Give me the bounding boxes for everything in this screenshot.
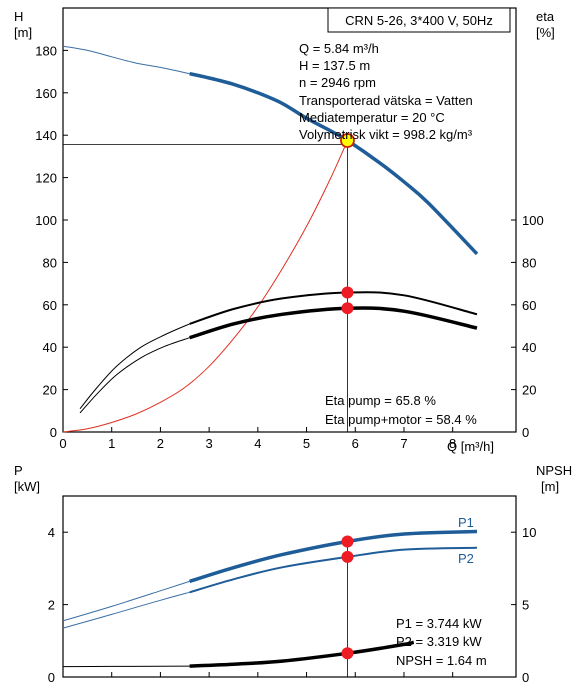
upper-x-tick-label: 2 <box>157 436 164 451</box>
upper-x-tick-label: 3 <box>206 436 213 451</box>
lower-y-right-label-line2: [m] <box>541 479 559 494</box>
eta-pump-motor-curve <box>189 306 478 340</box>
eta-pump-marker <box>341 286 354 299</box>
lower-y-left-tick-label: 4 <box>48 525 55 540</box>
p2-readout: P2 = 3.319 kW <box>396 634 482 649</box>
upper-y-left-tick-label: 160 <box>35 86 57 101</box>
lower-y-right-label-line1: NPSH <box>536 463 572 478</box>
p2-marker <box>341 550 354 563</box>
upper-x-label: Q [m³/h] <box>447 439 494 454</box>
p1-curve <box>189 529 478 584</box>
upper-y-right-tick-label: 0 <box>522 425 529 440</box>
p1-series-label: P1 <box>458 515 474 530</box>
upper-y-right-ticks: 0 20 40 60 80 100 <box>511 213 544 440</box>
title-box <box>327 7 511 33</box>
eta-pump-motor-curve-extrapolated <box>79 337 190 414</box>
eta-pump-motor-readout: Eta pump+motor = 58.4 % <box>325 412 477 427</box>
upper-y-left-tick-label: 80 <box>43 255 57 270</box>
upper-y-right-label-line1: eta <box>536 9 555 24</box>
lower-y-left-ticks: 0 2 4 <box>48 525 68 685</box>
head-curve-extrapolated <box>62 45 190 75</box>
info-liquid: Transporterad vätska = Vatten <box>299 93 473 108</box>
upper-y-left-tick-label: 20 <box>43 383 57 398</box>
eta-pump-curve-extrapolated <box>79 323 190 410</box>
lower-x-ticks <box>62 672 454 677</box>
system-curve <box>62 140 348 433</box>
lower-y-left-tick-label: 0 <box>48 670 55 685</box>
npsh-curve-extrapolated <box>62 665 190 668</box>
upper-x-tick-label: 0 <box>59 436 66 451</box>
p2-series-label: P2 <box>458 551 474 566</box>
info-flow: Q = 5.84 m³/h <box>299 41 379 56</box>
upper-y-left-tick-label: 40 <box>43 340 57 355</box>
p1-readout: P1 = 3.744 kW <box>396 616 482 631</box>
chart-title: CRN 5-26, 3*400 V, 50Hz <box>345 13 493 28</box>
upper-y-left-tick-label: 100 <box>35 213 57 228</box>
info-head: H = 137.5 m <box>299 58 370 73</box>
lower-y-right-ticks: 0 5 10 <box>511 525 536 685</box>
lower-y-left-tick-label: 2 <box>48 598 55 613</box>
npsh-marker <box>341 647 354 660</box>
p2-curve <box>189 546 478 594</box>
lower-y-left-label-line1: P <box>14 463 23 478</box>
upper-y-left-tick-label: 120 <box>35 171 57 186</box>
upper-y-left-tick-label: 140 <box>35 128 57 143</box>
upper-y-left-ticks: 0 20 40 60 80 100 120 140 160 180 <box>35 43 68 440</box>
lower-plot-frame <box>62 495 517 678</box>
upper-x-tick-label: 4 <box>254 436 261 451</box>
p1-marker <box>341 535 354 548</box>
p1-curve-extrapolated <box>62 580 190 622</box>
eta-pump-curve <box>189 291 478 325</box>
operating-point-marker <box>340 133 355 148</box>
lower-y-right-tick-label: 10 <box>522 525 536 540</box>
upper-y-right-tick-label: 40 <box>522 340 536 355</box>
eta-pump-motor-marker <box>341 302 354 315</box>
info-speed: n = 2946 rpm <box>299 75 376 90</box>
info-temperature: Mediatemperatur = 20 °C <box>299 110 445 125</box>
upper-y-right-tick-label: 80 <box>522 255 536 270</box>
upper-x-tick-label: 6 <box>352 436 359 451</box>
upper-y-right-label-line2: [%] <box>536 25 555 40</box>
upper-x-ticks: 0 1 2 3 4 5 6 7 8 <box>59 427 456 451</box>
npsh-readout: NPSH = 1.64 m <box>396 653 487 668</box>
upper-y-left-tick-label: 60 <box>43 298 57 313</box>
upper-x-tick-label: 8 <box>449 436 456 451</box>
lower-y-right-tick-label: 5 <box>522 598 529 613</box>
upper-y-right-tick-label: 100 <box>522 213 544 228</box>
info-density: Volymetrisk vikt = 998.2 kg/m³ <box>299 127 473 142</box>
upper-x-tick-label: 1 <box>108 436 115 451</box>
upper-y-left-label-line1: H <box>14 9 23 24</box>
upper-y-left-tick-label: 180 <box>35 43 57 58</box>
p2-curve-extrapolated <box>62 591 190 629</box>
upper-y-left-label-line2: [m] <box>14 25 32 40</box>
lower-y-left-label-line2: [kW] <box>14 479 40 494</box>
upper-y-right-tick-label: 20 <box>522 383 536 398</box>
upper-x-tick-label: 7 <box>400 436 407 451</box>
eta-pump-readout: Eta pump = 65.8 % <box>325 393 436 408</box>
upper-y-right-tick-label: 60 <box>522 298 536 313</box>
npsh-curve <box>189 640 415 668</box>
lower-y-right-tick-label: 0 <box>522 670 529 685</box>
head-curve <box>189 71 479 256</box>
upper-y-left-tick-label: 0 <box>50 425 57 440</box>
upper-x-tick-label: 5 <box>303 436 310 451</box>
